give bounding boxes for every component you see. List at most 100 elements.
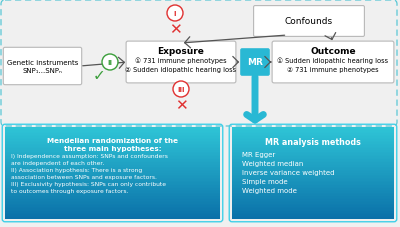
Bar [5, 172, 220, 173]
Bar [5, 127, 220, 129]
Bar [5, 129, 220, 131]
Bar [232, 190, 394, 192]
Bar [232, 166, 394, 167]
Bar [232, 199, 394, 201]
Text: III: III [177, 87, 185, 93]
Circle shape [102, 55, 118, 71]
Bar [232, 127, 394, 129]
Bar [232, 198, 394, 199]
Bar [5, 149, 220, 150]
Bar [5, 138, 220, 140]
Circle shape [167, 6, 183, 22]
FancyBboxPatch shape [3, 48, 82, 85]
Bar [232, 170, 394, 172]
Bar [5, 213, 220, 215]
Bar [5, 152, 220, 153]
Bar [5, 192, 220, 193]
Bar [5, 198, 220, 199]
Bar [5, 205, 220, 207]
Bar [232, 215, 394, 216]
Text: ✓: ✓ [93, 68, 105, 83]
Text: I: I [174, 11, 176, 17]
Bar [232, 156, 394, 158]
Bar [5, 211, 220, 213]
Bar [232, 211, 394, 213]
Bar [232, 184, 394, 185]
Bar [5, 207, 220, 208]
Bar [5, 184, 220, 185]
Bar [5, 167, 220, 169]
Bar [5, 146, 220, 147]
Bar [232, 188, 394, 190]
Text: II: II [108, 60, 112, 66]
Bar [5, 133, 220, 135]
Bar [232, 185, 394, 187]
Bar [5, 175, 220, 176]
Bar [232, 216, 394, 217]
Bar [232, 132, 394, 133]
Bar [232, 201, 394, 202]
Text: Genetic instruments
SNP₁...SNPₙ: Genetic instruments SNP₁...SNPₙ [7, 59, 78, 74]
Bar [5, 143, 220, 144]
Bar [232, 183, 394, 184]
Text: ✕: ✕ [175, 98, 187, 113]
Bar [232, 217, 394, 219]
Bar [232, 202, 394, 204]
Text: MR analysis methods: MR analysis methods [265, 137, 361, 146]
Text: Exposure: Exposure [158, 47, 204, 56]
Bar [232, 149, 394, 150]
Bar [5, 178, 220, 179]
FancyBboxPatch shape [272, 42, 394, 84]
Bar [5, 204, 220, 205]
Text: MR: MR [247, 58, 263, 67]
Bar [5, 215, 220, 216]
Text: ① 731 immune phenotypes
② Sudden idiopathic hearing loss: ① 731 immune phenotypes ② Sudden idiopat… [126, 57, 236, 72]
Bar [232, 137, 394, 138]
Bar [5, 161, 220, 163]
Bar [5, 187, 220, 188]
Bar [5, 185, 220, 187]
Bar [5, 135, 220, 137]
Bar [232, 158, 394, 160]
Bar [232, 169, 394, 170]
Text: Outcome: Outcome [310, 47, 356, 56]
Bar [5, 147, 220, 149]
Bar [5, 190, 220, 192]
Bar [5, 156, 220, 158]
Bar [232, 143, 394, 144]
Bar [232, 163, 394, 164]
Bar [5, 169, 220, 170]
FancyBboxPatch shape [126, 42, 236, 84]
Bar [5, 188, 220, 190]
Bar [232, 195, 394, 196]
Bar [5, 181, 220, 183]
Bar [232, 131, 394, 132]
Bar [232, 210, 394, 211]
Bar [5, 158, 220, 160]
Bar [232, 140, 394, 141]
Bar [5, 176, 220, 178]
Text: I) Independence assumption: SNPs and confounders
are independent of each other.
: I) Independence assumption: SNPs and con… [11, 153, 168, 193]
Bar [232, 213, 394, 215]
Bar [232, 167, 394, 169]
Text: MR Egger
Weighted median
Inverse variance weighted
Simple mode
Weighted mode: MR Egger Weighted median Inverse varianc… [242, 151, 334, 193]
Bar [5, 210, 220, 211]
Bar [232, 176, 394, 178]
Bar [5, 153, 220, 155]
Bar [232, 146, 394, 147]
Bar [232, 179, 394, 181]
Bar [5, 193, 220, 195]
Bar [5, 131, 220, 132]
Bar [232, 147, 394, 149]
Bar [232, 133, 394, 135]
Bar [232, 129, 394, 131]
Bar [5, 163, 220, 164]
Bar [232, 193, 394, 195]
Bar [5, 201, 220, 202]
Bar [232, 161, 394, 163]
Circle shape [173, 82, 189, 98]
FancyBboxPatch shape [241, 49, 269, 76]
Bar [5, 208, 220, 210]
Text: ① Sudden idiopathic hearing loss
② 731 immune phenotypes: ① Sudden idiopathic hearing loss ② 731 i… [278, 57, 388, 72]
Bar [232, 181, 394, 183]
